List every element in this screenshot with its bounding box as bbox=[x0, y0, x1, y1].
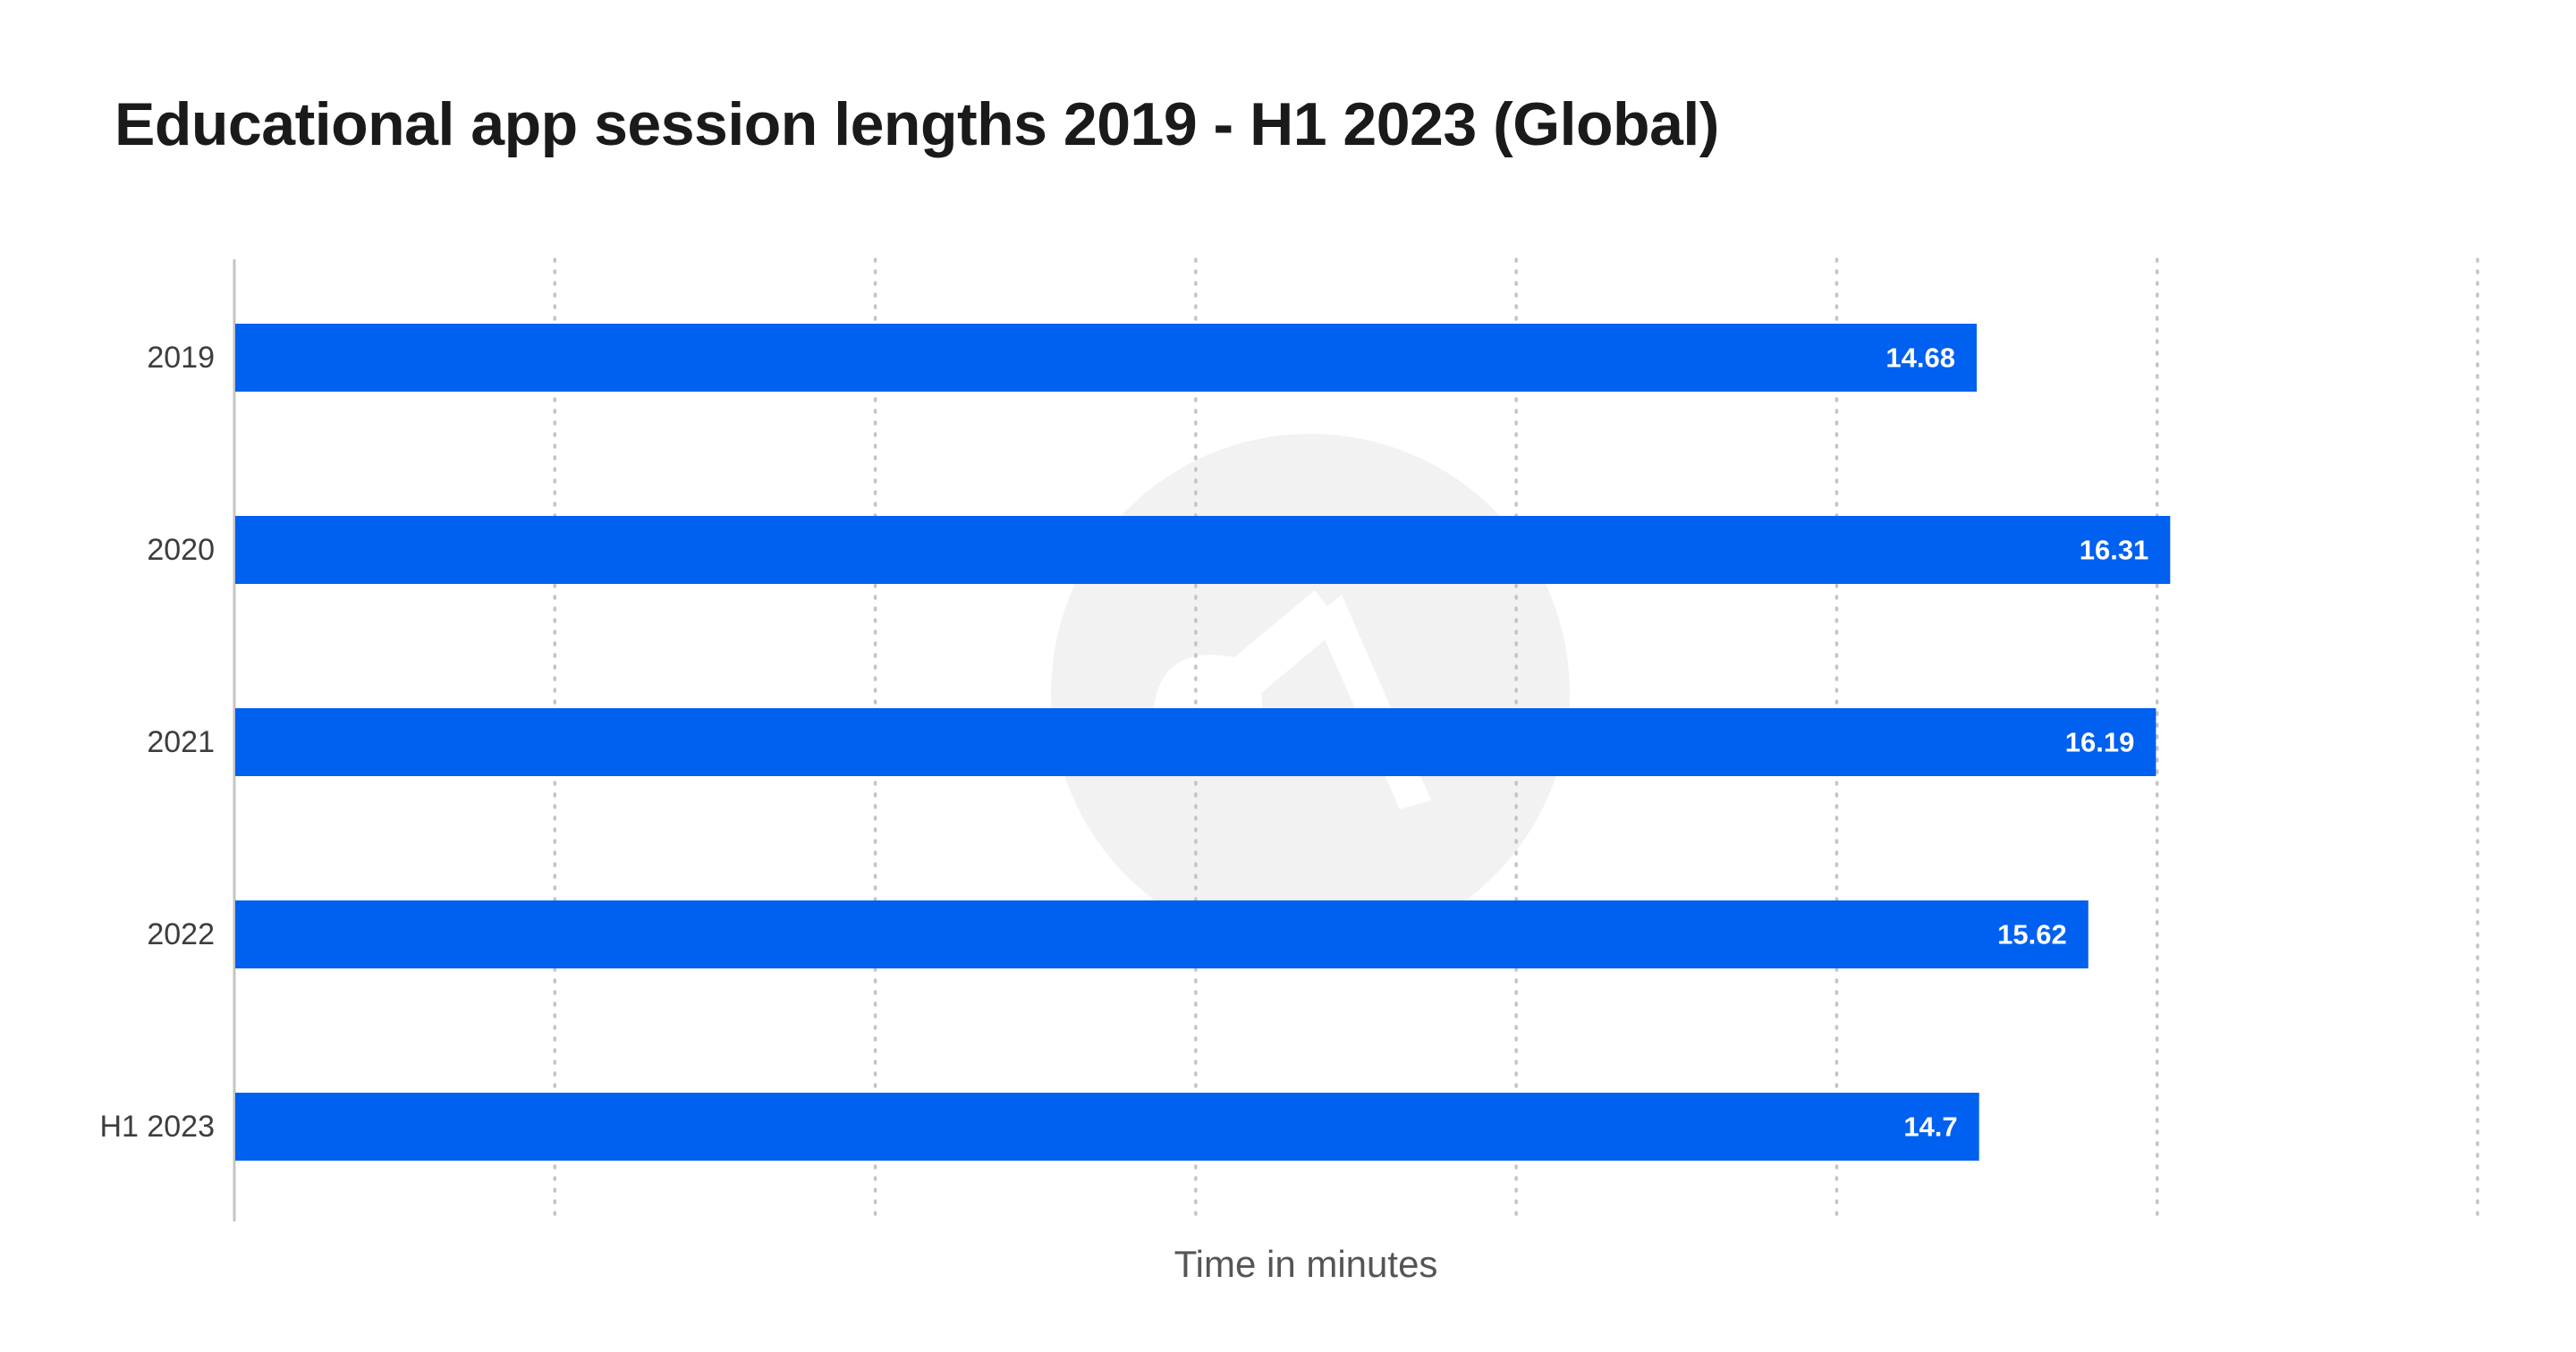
bar bbox=[235, 324, 1978, 392]
bar bbox=[235, 1093, 1979, 1161]
chart-title: Educational app session lengths 2019 - H… bbox=[114, 90, 1719, 158]
bar-value-label: 15.62 bbox=[1997, 919, 2067, 951]
x-axis-title: Time in minutes bbox=[1174, 1243, 1438, 1285]
bar-value-label: 14.68 bbox=[1885, 342, 1955, 374]
bar-value-label: 16.19 bbox=[2065, 727, 2135, 758]
bar bbox=[235, 516, 2171, 584]
category-label: H1 2023 bbox=[99, 1110, 215, 1144]
watermark-circle bbox=[1051, 434, 1570, 952]
bar-value-label: 16.31 bbox=[2080, 535, 2149, 566]
bar bbox=[235, 708, 2157, 776]
category-label: 2022 bbox=[147, 917, 215, 951]
category-labels: 2019 2020 2021 2022 H1 2023 bbox=[99, 341, 215, 1144]
bars bbox=[235, 324, 2171, 1161]
category-label: 2019 bbox=[147, 341, 215, 375]
watermark-logo-icon bbox=[1051, 434, 1570, 952]
value-labels: 14.68 16.31 16.19 15.62 14.7 bbox=[1885, 342, 2148, 1143]
gridlines bbox=[233, 258, 2479, 1223]
category-label: 2021 bbox=[147, 725, 215, 759]
bar bbox=[235, 900, 2089, 968]
category-label: 2020 bbox=[147, 533, 215, 567]
bar-value-label: 14.7 bbox=[1903, 1111, 1957, 1143]
